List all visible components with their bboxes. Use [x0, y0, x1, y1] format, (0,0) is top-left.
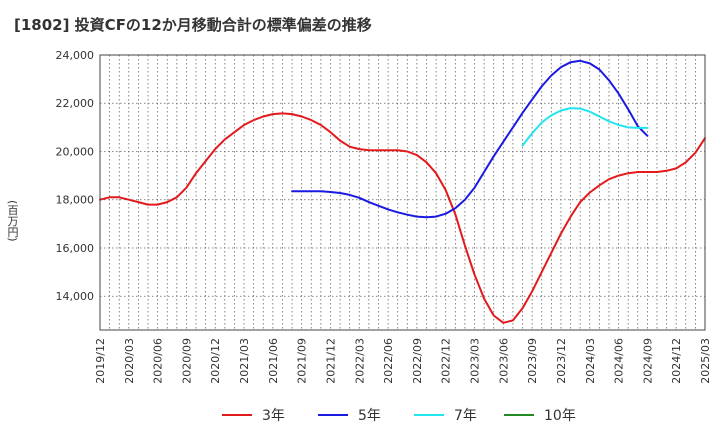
chart-title: [1802] 投資CFの12か月移動合計の標準偏差の推移	[14, 16, 372, 34]
x-axis-ticks: 2019/12 2020/03 2020/06 2020/09 2020/12 2021/…	[94, 338, 712, 384]
x-tick-label: 2022/12	[440, 338, 453, 384]
x-tick-label: 2021/12	[324, 338, 337, 384]
x-tick-label: 2025/03	[699, 338, 712, 384]
y-axis-label: (百万円)	[6, 200, 19, 242]
x-tick-label: 2024/12	[670, 338, 683, 384]
series-line	[99, 112, 706, 324]
x-tick-label: 2023/03	[469, 338, 482, 384]
y-axis-ticks: 14,000 16,000 18,000 20,000 22,000 24,000	[56, 49, 95, 303]
x-tick-label: 2023/09	[526, 338, 539, 384]
x-tick-label: 2024/09	[641, 338, 654, 384]
legend-label: 10年	[544, 408, 576, 424]
series-line	[521, 107, 649, 147]
series-line	[291, 59, 649, 219]
x-tick-label: 2021/06	[267, 338, 280, 384]
y-tick-label: 16,000	[56, 242, 95, 255]
legend-label: 7年	[454, 408, 477, 424]
x-tick-label: 2022/06	[382, 338, 395, 384]
x-tick-label: 2020/12	[209, 338, 222, 384]
x-tick-label: 2021/03	[238, 338, 251, 384]
x-tick-label: 2024/06	[613, 338, 626, 384]
legend-label: 3年	[262, 408, 285, 424]
x-tick-label: 2022/03	[353, 338, 366, 384]
y-tick-label: 24,000	[56, 49, 95, 62]
y-tick-label: 20,000	[56, 145, 95, 158]
legend: 3年 5年 7年 10年	[222, 408, 576, 424]
x-tick-label: 2020/09	[180, 338, 193, 384]
x-tick-label: 2019/12	[94, 338, 107, 384]
x-tick-label: 2023/12	[555, 338, 568, 384]
y-tick-label: 22,000	[56, 97, 95, 110]
plot-area-frame	[99, 54, 706, 331]
x-tick-label: 2020/03	[123, 338, 136, 384]
y-tick-label: 14,000	[56, 290, 95, 303]
legend-label: 5年	[358, 408, 381, 424]
series-lines	[99, 59, 706, 324]
x-tick-label: 2021/09	[296, 338, 309, 384]
x-tick-label: 2020/06	[152, 338, 165, 384]
x-tick-label: 2024/03	[584, 338, 597, 384]
x-tick-label: 2023/06	[497, 338, 510, 384]
grid-lines	[100, 54, 705, 330]
x-tick-label: 2022/09	[411, 338, 424, 384]
y-tick-label: 18,000	[56, 194, 95, 207]
